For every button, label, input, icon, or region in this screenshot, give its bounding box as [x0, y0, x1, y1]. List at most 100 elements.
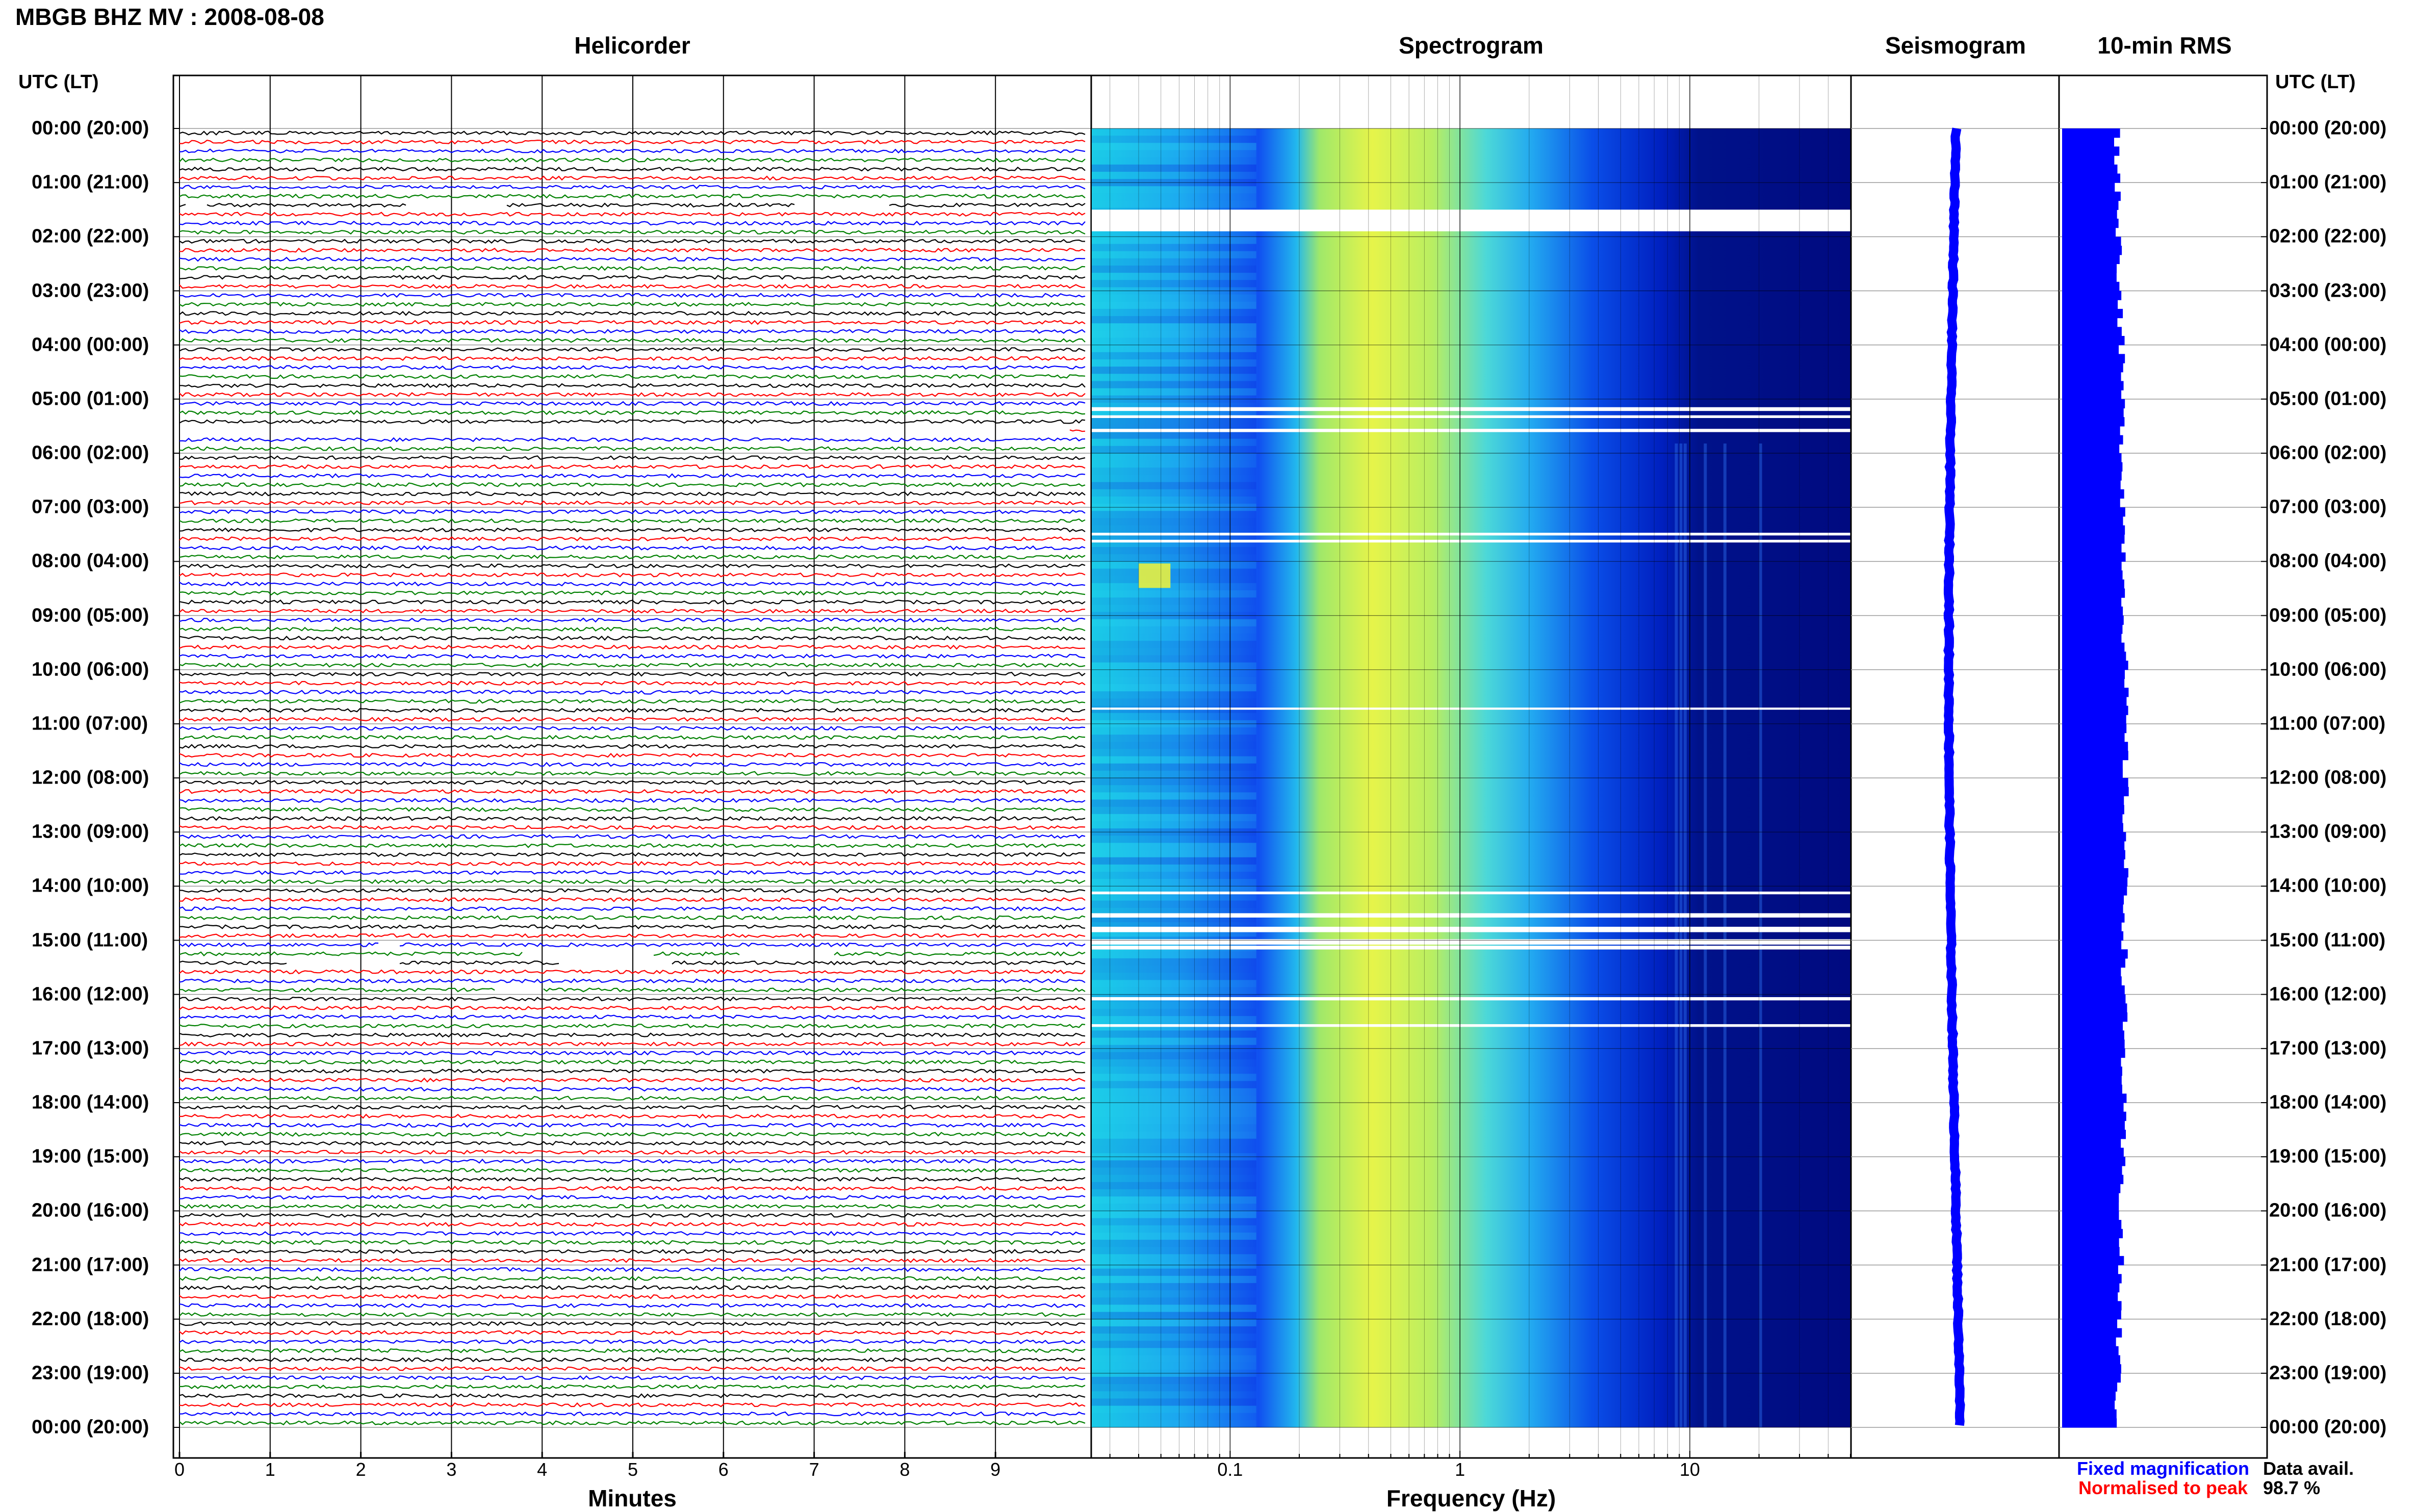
spectrogram-row-band	[1092, 1059, 1256, 1067]
helicorder-trace-row	[179, 833, 1086, 839]
minute-tick-label: 6	[718, 1459, 729, 1480]
rms-bar	[2062, 372, 2121, 382]
spectrogram-row-band	[1092, 1283, 1256, 1291]
rms-bar	[2062, 1111, 2126, 1121]
rms-bar	[2062, 426, 2120, 436]
spectrogram-row-band	[1092, 308, 1256, 317]
rms-bar	[2062, 922, 2122, 932]
helicorder-trace-row	[179, 1096, 1086, 1101]
helicorder-trace-row	[179, 627, 1086, 632]
spectrogram-row-band	[1092, 345, 1256, 352]
rms-bar	[2062, 1057, 2121, 1067]
spectrogram-data-gap	[1092, 707, 1850, 710]
rms-bar	[2062, 1409, 2117, 1419]
spectrogram-row-band	[1092, 814, 1256, 821]
helicorder-trace-row	[179, 825, 1086, 830]
time-label-right: 15:00 (11:00)	[2269, 929, 2386, 951]
spectrogram-row-band	[1092, 756, 1256, 764]
rms-bar	[2062, 417, 2125, 427]
rms-bar	[2062, 516, 2123, 526]
spectrogram-row-band	[1092, 879, 1256, 887]
rms-bar	[2062, 435, 2123, 445]
rms-bar	[2062, 967, 2121, 977]
helicorder-trace-row	[179, 401, 1086, 406]
helicorder-trace-row	[179, 1194, 1086, 1200]
spectrogram-row-band	[1092, 1312, 1256, 1319]
helicorder-trace-row	[179, 1014, 1086, 1020]
spectrogram-row-band	[1092, 1239, 1256, 1247]
spectrogram-row-band	[1092, 1196, 1256, 1204]
spectrogram-row-band	[1092, 273, 1256, 280]
rms-bar	[2062, 931, 2124, 941]
spectrogram-row-band	[1092, 1095, 1256, 1103]
time-label-left: 09:00 (05:00)	[32, 605, 149, 626]
rms-bar	[2062, 679, 2125, 688]
spectrogram-row-band	[1092, 1008, 1256, 1016]
spectrogram-row-band	[1092, 237, 1256, 244]
spectrogram-row-band	[1092, 258, 1256, 266]
rms-bar	[2062, 173, 2121, 183]
time-label-right: 06:00 (02:00)	[2269, 442, 2387, 464]
time-label-left: 00:00 (20:00)	[32, 1416, 149, 1438]
helicorder-trace-row	[179, 1420, 1086, 1425]
spectrogram-row-band	[1092, 367, 1256, 374]
rms-bar	[2062, 1346, 2119, 1356]
spectrogram-row-band	[1092, 388, 1256, 396]
rms-bar	[2062, 706, 2128, 715]
helicorder-trace-row	[179, 617, 1086, 623]
spectrogram-row-band	[1092, 251, 1256, 258]
helicorder-trace-row	[179, 1050, 1086, 1056]
figure-title: MBGB BHZ MV : 2008-08-08	[15, 4, 324, 30]
spectrogram-row-band	[1092, 1088, 1256, 1096]
rms-bar	[2062, 1355, 2120, 1365]
rms-bar	[2062, 1075, 2122, 1085]
helicorder-trace-row	[179, 1041, 1086, 1047]
spectrogram-data-gap	[1092, 913, 1850, 918]
time-label-right: 18:00 (14:00)	[2269, 1091, 2387, 1113]
rms-bar	[2062, 327, 2122, 336]
right-axis-heading: UTC (LT)	[2275, 71, 2356, 93]
helicorder-trace-row	[179, 789, 1086, 794]
time-label-left: 11:00 (07:00)	[32, 713, 148, 735]
helicorder-trace-row	[179, 1330, 1086, 1336]
helicorder-trace-row	[179, 581, 1086, 587]
spectrogram-row-band	[1092, 294, 1256, 302]
seismogram-title: Seismogram	[1885, 32, 2026, 59]
helicorder-trace-row	[179, 1167, 1086, 1173]
spectrogram-row-band	[1092, 770, 1256, 778]
rms-bar	[2062, 633, 2122, 643]
spectrogram-row-band	[1092, 244, 1256, 251]
helicorder-trace-row	[179, 310, 1086, 316]
helicorder-trace-row	[179, 870, 1086, 875]
helicorder-trace-row	[179, 771, 1086, 776]
helicorder-trace-row	[179, 843, 1086, 848]
rms-bar	[2062, 345, 2119, 354]
rms-bar	[2062, 805, 2124, 815]
helicorder-trace-row	[179, 644, 1086, 650]
spectrogram-row-band	[1092, 583, 1256, 590]
helicorder-trace-row	[179, 509, 1086, 514]
helicorder-trace-row	[179, 861, 1086, 867]
helicorder-trace-row	[179, 897, 1086, 902]
spectrogram-row-band	[1092, 987, 1256, 995]
spectrogram-row-band	[1092, 193, 1256, 201]
rms-bar	[2062, 525, 2125, 535]
spectrogram-row-band	[1092, 1131, 1256, 1139]
spectrogram-row-band	[1092, 1074, 1256, 1081]
spectrogram-row-band	[1092, 850, 1256, 857]
helicorder-trace-row	[179, 130, 1086, 136]
time-label-right: 03:00 (23:00)	[2269, 280, 2387, 301]
helicorder-trace-row	[179, 256, 1086, 262]
spectrogram-row-band	[1092, 1333, 1256, 1341]
helicorder-trace-row	[179, 293, 1086, 298]
helicorder-trace-row	[179, 329, 1086, 334]
rms-bar	[2062, 381, 2124, 390]
helicorder-trace-row	[179, 239, 1086, 244]
helicorder-trace-row	[179, 356, 1086, 361]
helicorder-trace-row	[179, 1059, 1086, 1065]
spectrogram-row-band	[1092, 626, 1256, 634]
helicorder-trace-row	[179, 229, 1086, 235]
time-label-right: 09:00 (05:00)	[2269, 605, 2387, 626]
time-label-left: 01:00 (21:00)	[32, 171, 149, 193]
spectrogram-data-gap	[1092, 891, 1850, 895]
